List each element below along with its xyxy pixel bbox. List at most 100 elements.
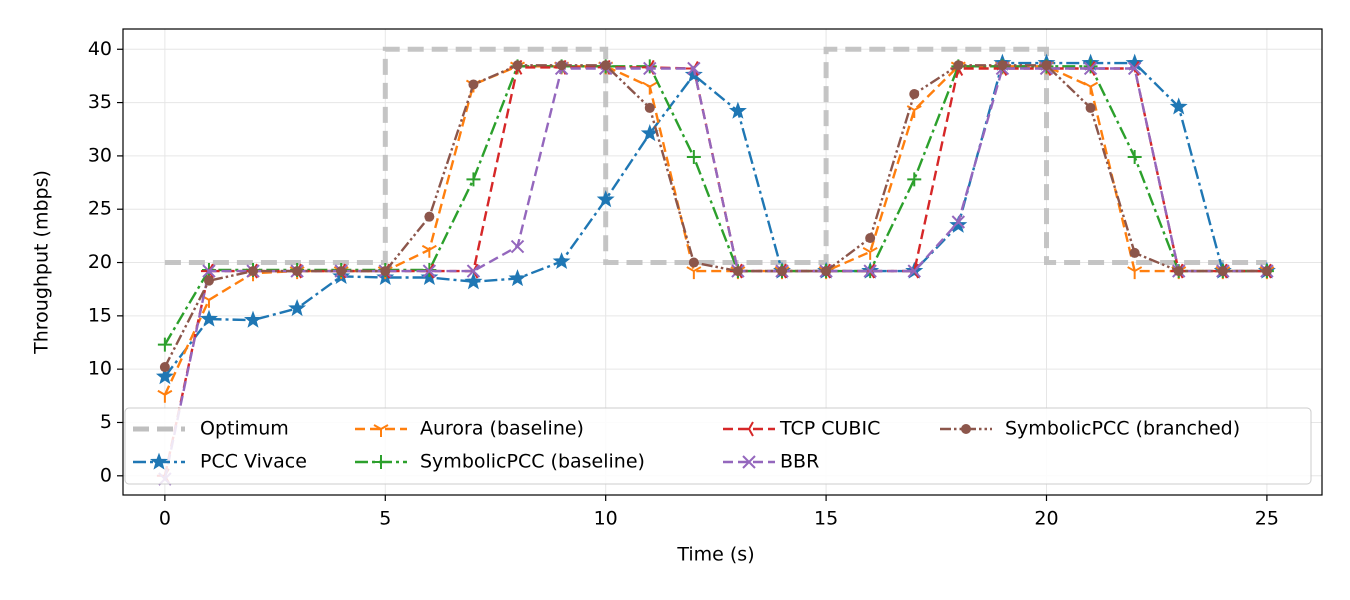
- y-tick-label: 40: [88, 38, 112, 60]
- x-axis-label: Time (s): [676, 544, 754, 566]
- point-marker: [997, 60, 1008, 71]
- point-marker: [508, 269, 527, 287]
- point-marker: [203, 275, 214, 286]
- point-marker: [157, 337, 172, 352]
- point-marker: [1217, 266, 1228, 277]
- point-marker: [1127, 61, 1142, 76]
- point-marker: [909, 89, 920, 100]
- point-marker: [288, 298, 307, 317]
- point-marker: [732, 266, 743, 277]
- x-tick-label: 10: [594, 508, 618, 530]
- point-marker: [728, 101, 747, 119]
- point-marker: [953, 60, 964, 71]
- point-marker: [863, 264, 877, 278]
- point-marker: [1173, 266, 1184, 277]
- y-tick-label: 0: [100, 464, 112, 486]
- point-marker: [949, 215, 968, 233]
- point-marker: [159, 362, 170, 373]
- legend-marker: [742, 455, 756, 469]
- point-marker: [951, 215, 966, 229]
- x-tick-label: 5: [379, 508, 391, 530]
- point-marker: [424, 211, 435, 222]
- point-marker: [821, 266, 832, 277]
- point-marker: [1127, 266, 1143, 280]
- point-marker: [421, 244, 437, 258]
- point-marker: [687, 61, 701, 76]
- point-marker: [466, 264, 481, 278]
- legend-marker: [373, 424, 389, 437]
- plot-frame: [122, 28, 1323, 496]
- y-axis-label: Throughput (mbps): [31, 170, 53, 355]
- x-tick-label: 25: [1255, 508, 1279, 530]
- point-marker: [865, 233, 876, 244]
- series-line: [163, 65, 1267, 396]
- legend-label: Optimum: [200, 418, 289, 440]
- y-tick-label: 15: [88, 304, 112, 326]
- legend-marker: [150, 452, 168, 470]
- series-line: [163, 64, 1267, 368]
- point-marker: [1127, 149, 1142, 164]
- point-marker: [907, 172, 922, 187]
- x-tick-label: 15: [814, 508, 838, 530]
- point-marker: [1083, 59, 1098, 74]
- series-line: [163, 61, 1267, 378]
- point-marker: [643, 61, 657, 76]
- point-marker: [552, 252, 571, 270]
- y-tick-label: 35: [88, 91, 112, 113]
- legend-marker: [961, 424, 971, 434]
- point-marker: [777, 266, 788, 277]
- point-marker: [907, 264, 921, 278]
- point-marker: [1083, 61, 1098, 76]
- legend-label: SymbolicPCC (branched): [1005, 418, 1240, 440]
- point-marker: [468, 79, 479, 90]
- point-marker: [1169, 97, 1188, 115]
- legend-label: Aurora (baseline): [420, 418, 584, 440]
- point-marker: [202, 264, 216, 278]
- point-marker: [155, 367, 174, 385]
- point-marker: [556, 60, 567, 71]
- point-marker: [244, 310, 262, 328]
- point-marker: [644, 102, 655, 113]
- point-marker: [688, 257, 699, 268]
- point-marker: [862, 247, 878, 260]
- point-marker: [686, 266, 702, 280]
- y-tick-label: 20: [88, 251, 112, 273]
- y-tick-label: 5: [100, 411, 112, 433]
- x-tick-label: 20: [1034, 508, 1058, 530]
- point-marker: [464, 272, 483, 290]
- legend-label: BBR: [780, 451, 819, 473]
- legend-box: [124, 407, 1312, 485]
- legend-label: PCC Vivace: [200, 451, 307, 473]
- series-line: [163, 67, 1267, 480]
- point-marker: [157, 389, 173, 403]
- point-marker: [512, 60, 523, 71]
- point-marker: [1261, 266, 1272, 277]
- series-line: [163, 65, 1267, 346]
- point-marker: [1041, 60, 1052, 71]
- y-tick-label: 10: [88, 358, 112, 380]
- legend-marker: [374, 455, 388, 469]
- legend-label: TCP CUBIC: [779, 418, 880, 440]
- x-tick-label: 0: [159, 508, 171, 530]
- legend-marker: [741, 421, 754, 437]
- point-marker: [1083, 81, 1099, 95]
- point-marker: [336, 266, 347, 277]
- point-marker: [600, 60, 611, 71]
- point-marker: [380, 266, 391, 277]
- point-marker: [199, 309, 218, 327]
- point-marker: [510, 239, 525, 254]
- point-marker: [1085, 102, 1096, 113]
- point-marker: [248, 266, 259, 277]
- y-tick-label: 25: [88, 198, 112, 220]
- series-line: [164, 46, 1267, 265]
- legend: Optimum PCC Vivace Aurora (baseline) Symbol…: [124, 407, 1312, 485]
- point-marker: [466, 172, 481, 187]
- point-marker: [292, 266, 303, 277]
- point-marker: [422, 264, 437, 278]
- y-tick-label: 30: [88, 144, 112, 166]
- point-marker: [686, 149, 701, 164]
- point-marker: [596, 190, 615, 208]
- legend-label: SymbolicPCC (baseline): [420, 451, 645, 473]
- point-marker: [1129, 247, 1140, 258]
